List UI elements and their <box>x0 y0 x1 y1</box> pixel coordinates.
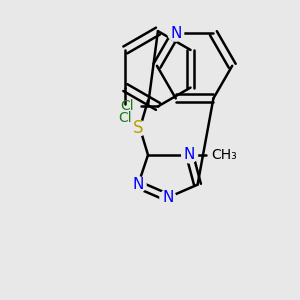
Text: N: N <box>162 190 173 205</box>
Circle shape <box>130 120 146 136</box>
Text: Cl: Cl <box>121 99 134 113</box>
Circle shape <box>168 25 184 41</box>
Text: S: S <box>133 119 143 137</box>
Text: CH₃: CH₃ <box>212 148 237 162</box>
Circle shape <box>160 190 176 206</box>
Circle shape <box>130 177 146 193</box>
Text: N: N <box>170 26 182 41</box>
Circle shape <box>182 147 198 163</box>
Text: Cl: Cl <box>118 111 132 125</box>
Text: N: N <box>132 177 144 192</box>
Text: N: N <box>184 148 195 163</box>
